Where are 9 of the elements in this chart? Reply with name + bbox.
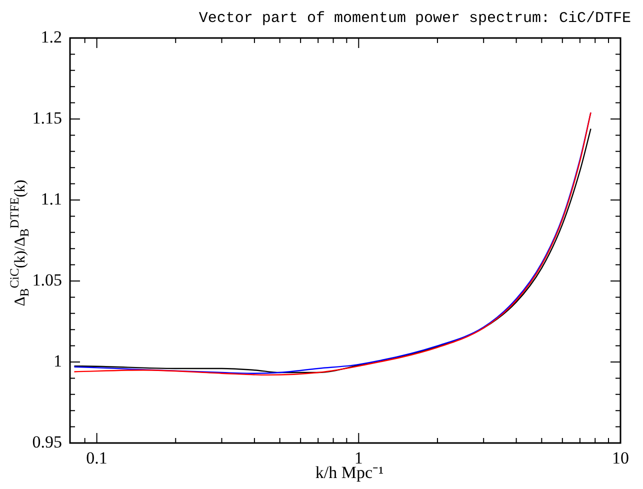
- y-tick-label: 1.2: [40, 27, 62, 46]
- y-tick-label: 1.15: [32, 108, 62, 128]
- y-tick-label: 1: [54, 351, 62, 370]
- x-tick-label: 10: [612, 448, 629, 468]
- x-tick-label: 0.1: [86, 448, 108, 468]
- chart-title: Vector part of momentum power spectrum: CiC/DTFE: [198, 10, 631, 27]
- y-tick-label: 1.1: [40, 189, 62, 208]
- y-tick-label: 1.05: [32, 270, 62, 290]
- y-tick-label: 0.95: [32, 432, 62, 452]
